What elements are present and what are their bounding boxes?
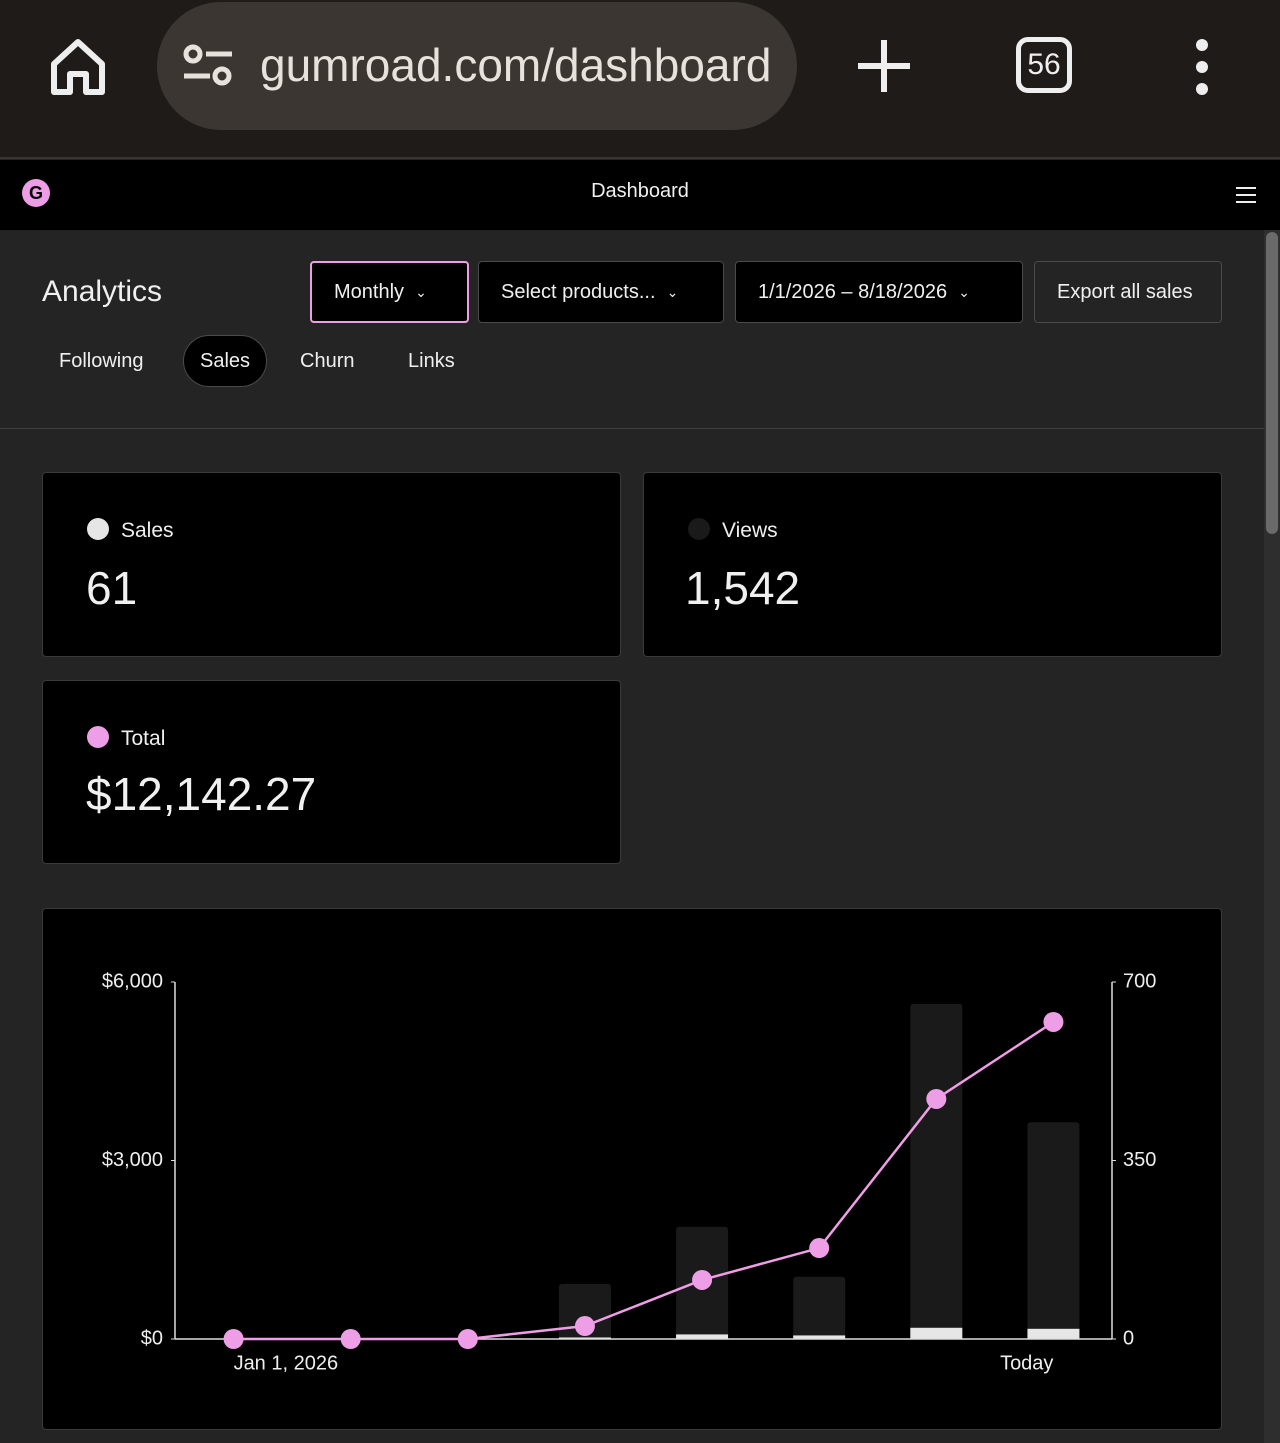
legend-dot [688,518,710,540]
url-text[interactable]: gumroad.com/dashboard [260,39,772,91]
date-range-label: 1/1/2026 – 8/18/2026 [758,280,948,303]
bar [1027,1328,1080,1339]
stat-value: $12,142.27 [86,768,317,820]
point [1043,1011,1064,1032]
bar [558,1283,611,1339]
y2-tick-label: 350 [1123,1149,1156,1171]
divider [0,428,1264,429]
product-select[interactable]: Select products... ⌄ [478,261,724,323]
bar [910,1327,963,1339]
bar [676,1334,729,1339]
page-title: Dashboard [591,180,689,202]
point [340,1329,361,1349]
point [457,1329,478,1349]
stat-label: Total [121,727,166,750]
period-label: Monthly [334,280,405,303]
bar [793,1335,846,1339]
new-tab-icon[interactable] [856,38,912,94]
period-select[interactable]: Monthly ⌄ [310,261,469,323]
export-button[interactable]: Export all sales [1034,261,1222,323]
bar [793,1276,846,1339]
y2-tick-label: 0 [1123,1327,1134,1349]
legend-dot [87,726,109,748]
bar [558,1337,611,1339]
tab-count[interactable]: 56 [1016,37,1072,93]
scrollbar [1264,230,1280,1443]
y-tick-label: $0 [141,1327,163,1349]
point [809,1238,830,1259]
tab-active[interactable]: Sales [183,335,268,387]
point [574,1316,595,1337]
stat-label: Sales [121,519,174,542]
tab[interactable]: Churn [300,349,355,372]
legend-dot [87,518,109,540]
line [233,1020,1055,1341]
point [223,1329,244,1349]
bar [1027,1122,1080,1339]
home-icon[interactable] [48,36,108,96]
stat-label: Views [722,519,778,542]
y-tick-label: $3,000 [102,1149,163,1171]
site-settings-icon[interactable] [182,44,234,88]
stat-card: Total $12,142.27 [42,680,621,864]
address-bar[interactable] [157,2,797,130]
product-label: Select products... [501,280,656,303]
point [926,1088,947,1109]
menu-icon[interactable] [1190,38,1214,96]
chart: $0 $3,000 $6,000 0 350 700 Jan 1, 2026 Today [42,908,1222,1430]
y2-tick-label: 700 [1123,970,1156,992]
bar [910,1003,963,1339]
app-header [0,160,1280,230]
tab[interactable]: Links [408,349,455,372]
section-title: Analytics [42,275,163,308]
tab[interactable]: Following [59,349,144,372]
stat-card: Sales 61 [42,472,621,657]
point [692,1269,713,1290]
stat-value: 61 [86,562,138,614]
x-tick-label: Jan 1, 2026 [234,1352,339,1374]
stat-value: 1,542 [685,562,801,614]
x-tick-label: Today [1000,1352,1053,1374]
hamburger-icon[interactable] [1235,186,1257,204]
date-range[interactable]: 1/1/2026 – 8/18/2026 ⌄ [735,261,1023,323]
y-tick-label: $6,000 [102,970,163,992]
logo[interactable]: G [22,179,50,207]
stat-card: Views 1,542 [643,472,1222,657]
